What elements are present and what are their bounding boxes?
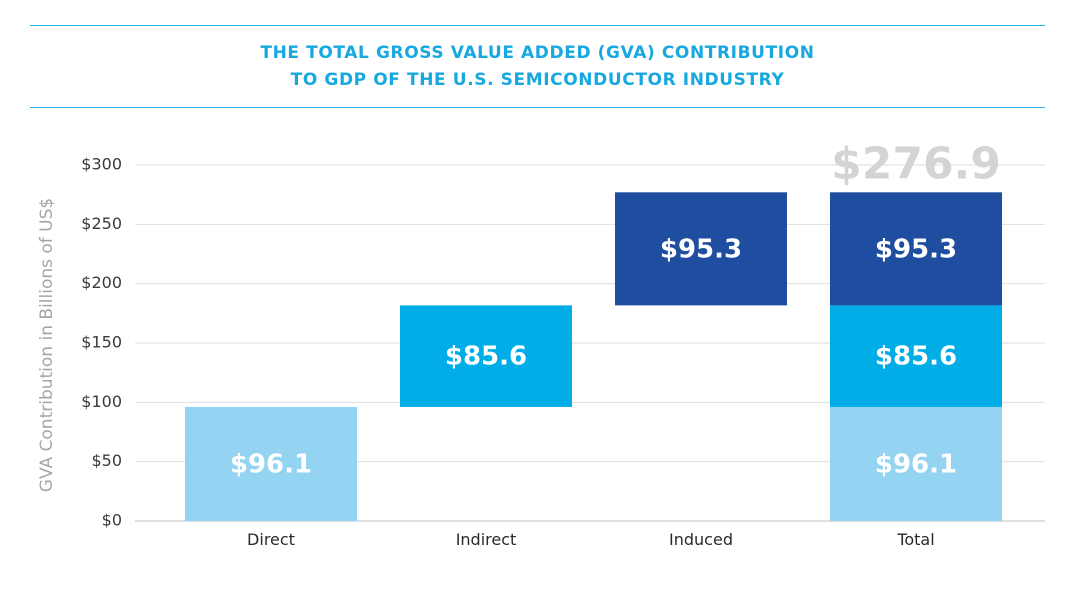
indirect-value-label: $85.6	[445, 342, 527, 372]
total-induced-value-label: $95.3	[875, 234, 957, 264]
total-value-label: $276.9	[831, 138, 1001, 189]
direct-bar	[185, 406, 357, 521]
x-tick-label-total: Total	[896, 530, 934, 549]
chart-title-line-1: THE TOTAL GROSS VALUE ADDED (GVA) CONTRI…	[260, 43, 815, 63]
y-tick-label: $300	[81, 155, 122, 174]
x-tick-label-induced: Induced	[669, 530, 733, 549]
direct-value-label: $96.1	[230, 449, 312, 479]
induced-value-label: $95.3	[660, 234, 742, 264]
y-tick-label: $150	[81, 333, 122, 352]
top-rule	[30, 25, 1045, 26]
x-tick-label-indirect: Indirect	[456, 530, 517, 549]
y-tick-label: $100	[81, 392, 122, 411]
y-tick-label: $50	[91, 451, 122, 470]
total-indirect-bar	[830, 305, 1002, 407]
total-induced-bar	[830, 192, 1002, 306]
y-axis-label: GVA Contribution in Billions of US$	[37, 198, 57, 492]
total-direct-bar	[830, 406, 1002, 521]
bottom-rule	[30, 107, 1045, 108]
y-tick-label: $200	[81, 273, 122, 292]
indirect-bar	[400, 305, 572, 407]
chart-title: THE TOTAL GROSS VALUE ADDED (GVA) CONTRI…	[30, 40, 1045, 94]
y-tick-label: $0	[102, 511, 122, 530]
induced-bar	[615, 192, 787, 306]
y-tick-label: $250	[81, 214, 122, 233]
total-indirect-value-label: $85.6	[875, 342, 957, 372]
total-direct-value-label: $96.1	[875, 449, 957, 479]
x-tick-label-direct: Direct	[247, 530, 295, 549]
chart-title-line-2: TO GDP OF THE U.S. SEMICONDUCTOR INDUSTR…	[290, 70, 785, 90]
